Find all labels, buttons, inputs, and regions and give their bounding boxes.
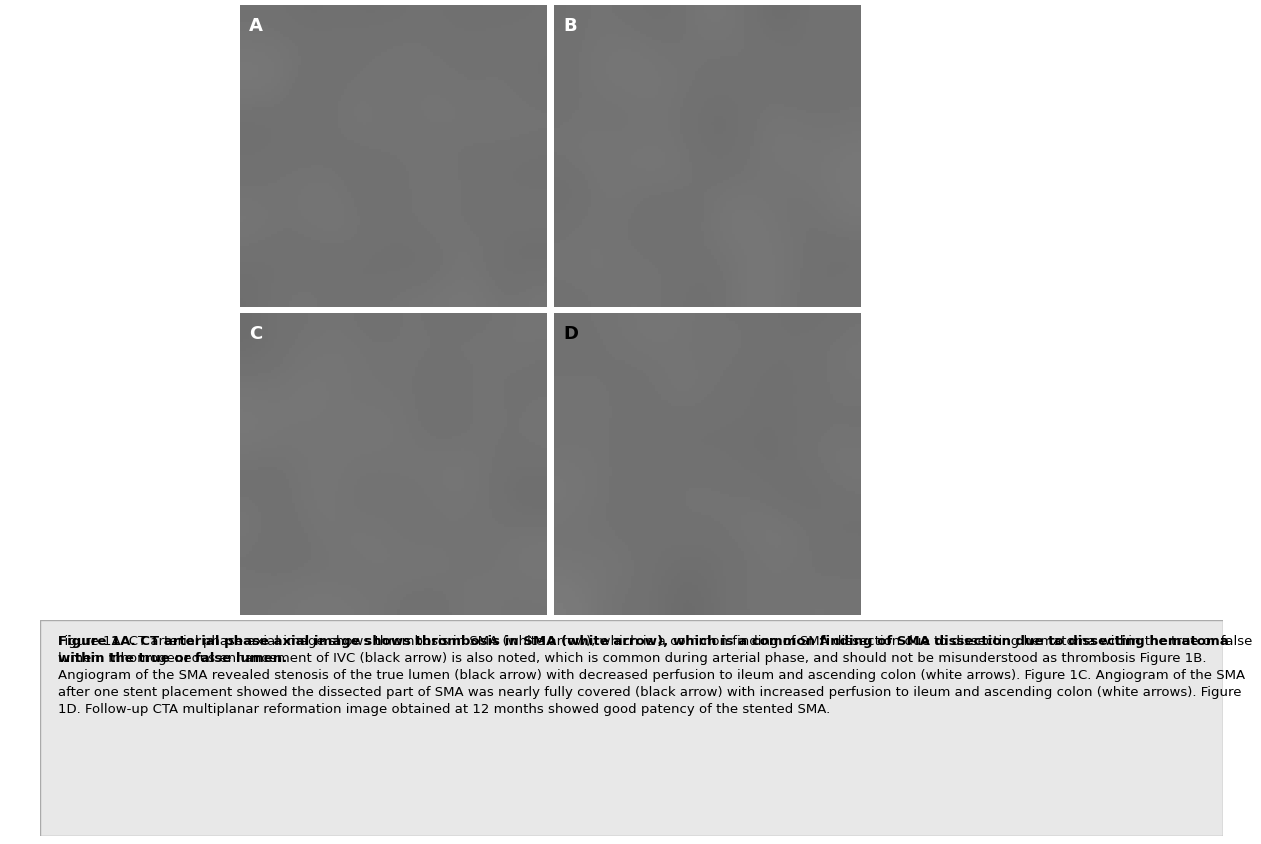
Text: Figure 1A. CT arterial phase axial image shows thrombosis in SMA (white arrow), : Figure 1A. CT arterial phase axial image… (58, 636, 1252, 717)
Text: A: A (250, 17, 264, 35)
Text: C: C (250, 325, 262, 343)
Text: D: D (562, 325, 578, 343)
Text: B: B (562, 17, 576, 35)
Text: Figure 1A. CT arterial phase axial image shows thrombosis in SMA (white arrow), : Figure 1A. CT arterial phase axial image… (58, 636, 1228, 665)
FancyBboxPatch shape (40, 620, 1223, 836)
